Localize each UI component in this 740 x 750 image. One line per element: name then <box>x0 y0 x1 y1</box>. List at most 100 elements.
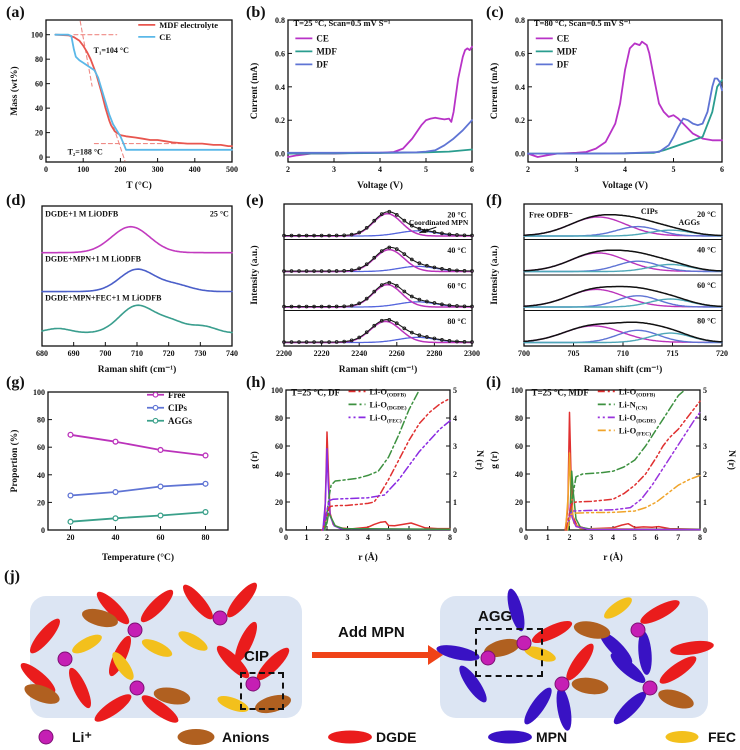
add-mpn-arrow-shaft <box>312 652 428 658</box>
text: 700 <box>99 349 111 358</box>
text: 740 <box>226 349 238 358</box>
series-DGDE+MPN+FEC+1 M LiODFB <box>41 304 233 334</box>
tspan: (FEC) <box>387 417 402 424</box>
circle <box>349 268 354 273</box>
fec-molecule <box>175 627 211 655</box>
text: 400 <box>189 165 201 174</box>
circle <box>289 269 294 273</box>
text: 20 <box>275 498 283 507</box>
text: 60 <box>35 80 43 89</box>
dgde-molecule <box>222 578 262 622</box>
text: 300 <box>152 165 164 174</box>
text: 1 <box>703 498 707 507</box>
text: 5 <box>672 165 676 174</box>
series-N-ODFB <box>565 400 701 531</box>
circle <box>304 269 309 273</box>
text: MDF <box>557 46 578 56</box>
series-g-FEC <box>322 448 451 531</box>
dgde-molecule <box>25 614 65 658</box>
text: 40 <box>37 471 45 480</box>
text: Li-O(FEC) <box>619 425 651 437</box>
series-DGDE+1 M LiODFB <box>41 225 233 254</box>
circle <box>319 233 324 238</box>
circle <box>379 318 384 323</box>
text: g (r) <box>489 451 500 469</box>
text: 20 °C <box>697 210 716 219</box>
cip-label: CIP <box>244 648 270 665</box>
dgde-molecule <box>64 665 96 711</box>
circle <box>342 304 347 309</box>
text: 20 <box>37 498 45 507</box>
text: 710 <box>617 349 629 358</box>
circle <box>327 304 331 309</box>
text: Current (mA) <box>489 63 500 120</box>
circle <box>402 252 407 256</box>
text: Raman shift (cm⁻¹) <box>98 364 177 375</box>
text: 0.0 <box>515 150 525 159</box>
circle <box>440 231 444 236</box>
series-fit <box>283 248 473 273</box>
circle <box>455 304 459 308</box>
solvation-box-after <box>435 587 715 732</box>
circle <box>455 268 459 273</box>
text: 2280 <box>426 349 442 358</box>
text: Proportion (%) <box>9 430 20 493</box>
text: 0.6 <box>515 49 525 58</box>
text: Voltage (V) <box>357 180 403 191</box>
text: MDF electrolyte <box>159 20 218 30</box>
text: 60 <box>515 442 523 451</box>
series-g-ODFB <box>321 431 451 531</box>
circle <box>357 230 362 235</box>
li-molecule <box>554 676 570 692</box>
text: 0 <box>41 526 45 535</box>
circle <box>425 263 429 268</box>
fec-molecule <box>139 635 175 661</box>
text: 4 <box>623 165 627 174</box>
text: 4 <box>611 533 615 542</box>
dgde-molecule <box>637 595 683 629</box>
text: 60 <box>157 533 165 542</box>
text: T=25 °C, MDF <box>531 388 589 398</box>
circle <box>202 452 209 459</box>
series-free-ODFB <box>523 325 723 344</box>
text: 100 <box>33 388 45 397</box>
text: AGGs <box>168 416 193 426</box>
text: DGDE+1 M LiODFB <box>45 209 119 218</box>
agg-dashed-box <box>475 628 543 677</box>
series-aux2 <box>79 20 93 87</box>
text: 40 <box>275 470 283 479</box>
circle <box>349 303 354 308</box>
text: 710 <box>131 349 143 358</box>
text: 0.4 <box>515 83 525 92</box>
text: T₁=104 °C <box>94 46 129 55</box>
text: T=25 °C, DF <box>291 388 340 398</box>
text: 20 °C <box>447 211 466 220</box>
text: 4 <box>453 414 457 423</box>
circle <box>112 489 119 496</box>
series-N-FEC <box>566 474 701 531</box>
text: 0.6 <box>275 49 285 58</box>
circle <box>402 289 407 294</box>
circle <box>357 335 362 340</box>
tspan: (ODFB) <box>636 391 655 398</box>
panel-label-f: (f) <box>486 192 502 209</box>
text: 40 <box>112 533 120 542</box>
series-CIPs <box>69 482 207 497</box>
text: 100 <box>77 165 89 174</box>
text: 80 °C <box>447 317 466 326</box>
text: 6 <box>720 165 724 174</box>
plot-frame <box>525 389 701 531</box>
anion-molecule <box>655 685 697 713</box>
circle <box>297 233 301 238</box>
text: Li-O(DGDE) <box>370 399 407 411</box>
series-N-ODFB <box>322 397 451 531</box>
text: 20 <box>515 498 523 507</box>
li-molecule <box>642 680 658 696</box>
circle <box>157 483 164 490</box>
panel-label-e: (e) <box>246 192 264 209</box>
text: 200 <box>114 165 126 174</box>
circle <box>342 269 347 273</box>
legend-mpn-marker <box>488 730 532 744</box>
text: 500 <box>226 165 238 174</box>
text: 680 <box>36 349 48 358</box>
